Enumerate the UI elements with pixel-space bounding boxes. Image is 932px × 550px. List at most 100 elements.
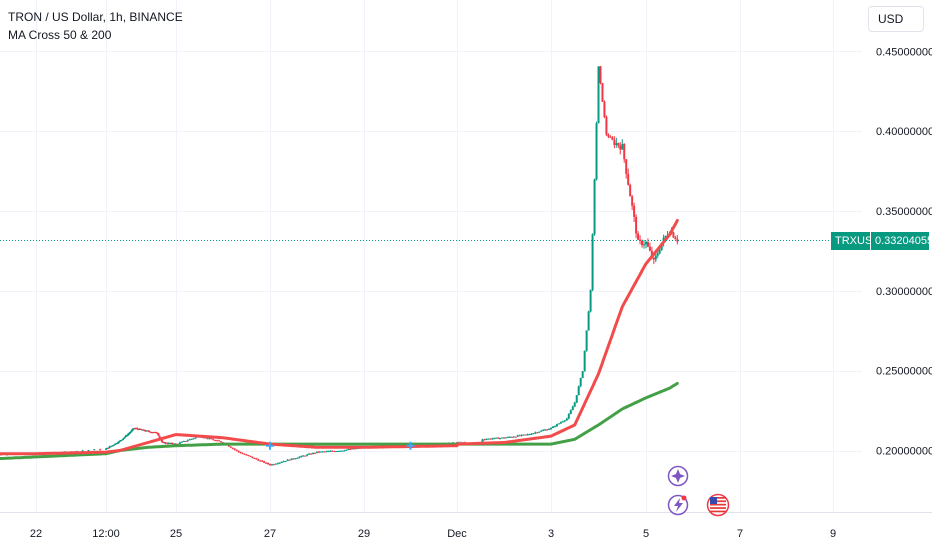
candle-body — [611, 137, 614, 140]
candle-body — [163, 442, 166, 444]
candle-body — [158, 435, 161, 438]
candle-body — [343, 450, 346, 452]
candle-body — [347, 449, 350, 451]
candle-body — [204, 437, 207, 439]
candle-body — [165, 442, 168, 444]
candle-body — [190, 438, 193, 440]
candle-body — [553, 426, 556, 428]
candle-body — [241, 453, 244, 455]
candle-body — [621, 144, 624, 150]
candle-body — [676, 239, 679, 242]
candle-body — [214, 440, 217, 442]
candle-body — [298, 456, 301, 458]
candle-body — [542, 430, 545, 432]
candle-body — [87, 450, 90, 452]
candle-body — [522, 434, 525, 436]
currency-button[interactable]: USD — [868, 6, 924, 32]
candle-body — [116, 442, 119, 444]
candle-body — [272, 464, 275, 466]
candle-body — [589, 289, 592, 312]
candle-body — [631, 196, 634, 206]
candle-body — [540, 430, 543, 432]
candle-body — [123, 436, 126, 439]
candle-body — [229, 446, 232, 448]
candle-body — [131, 428, 134, 431]
candle-body — [314, 452, 317, 454]
candle-body — [304, 455, 307, 457]
candle-body — [487, 438, 490, 440]
candle-body — [577, 386, 580, 396]
candle-body — [648, 246, 651, 251]
candle-body — [128, 432, 131, 434]
candle-body — [312, 452, 315, 455]
candle-body — [150, 432, 153, 434]
candle-body — [583, 350, 586, 372]
price-axis[interactable]: 0.20000000 0.25000000 0.30000000 0.35000000… — [876, 46, 932, 457]
candle-body — [233, 448, 236, 450]
x-tick-label: 22 — [30, 528, 42, 540]
candle-body — [296, 457, 299, 459]
candle-body — [182, 441, 185, 443]
candle-body — [294, 458, 297, 460]
candle-body — [122, 438, 125, 440]
symbol-legend-title[interactable]: TRON / US Dollar, 1h, BINANCE — [8, 10, 183, 24]
x-tick-label: 12:00 — [92, 528, 120, 540]
candle-body — [672, 232, 675, 238]
candle-body — [607, 134, 610, 137]
candle-body — [110, 445, 113, 447]
candle-body — [528, 434, 531, 436]
candle-body — [536, 432, 539, 434]
candle-body — [625, 159, 628, 174]
candle-body — [524, 434, 527, 436]
candle-body — [115, 443, 118, 445]
candle-body — [227, 445, 230, 447]
candle-body — [627, 173, 630, 185]
candle-body — [109, 446, 112, 448]
ma-cross-marker — [266, 441, 274, 450]
candle-body — [532, 433, 535, 435]
candle-body — [635, 216, 638, 234]
candle-body — [567, 414, 570, 419]
time-axis[interactable]: 22 12:00 25 27 29 Dec 3 5 7 9 — [0, 512, 932, 541]
candle-body — [168, 442, 170, 444]
candle-body — [265, 462, 268, 464]
indicator-legend[interactable]: MA Cross 50 & 200 — [8, 28, 112, 42]
candle-body — [220, 441, 223, 443]
candle-body — [339, 450, 342, 452]
candle-body — [178, 442, 181, 444]
candle-body — [538, 431, 541, 433]
candle-body — [107, 447, 110, 449]
ma-50-line — [0, 219, 679, 456]
candle-body — [512, 436, 515, 438]
candle-body — [639, 239, 642, 241]
candle-body — [192, 438, 195, 440]
candle-body — [656, 253, 659, 256]
y-tick-label: 0.30000000 — [876, 286, 932, 298]
candle-body — [565, 418, 568, 421]
candle-body — [493, 437, 496, 439]
candle-body — [530, 433, 533, 435]
candle-body — [184, 441, 187, 443]
candle-body — [559, 422, 562, 424]
candle-body — [300, 455, 303, 457]
candle-body — [261, 460, 264, 462]
candle-body — [243, 453, 246, 455]
candle-body — [674, 237, 677, 240]
candle-body — [619, 145, 622, 150]
candle-body — [171, 443, 174, 445]
sparkle-icon — [667, 465, 689, 487]
candle-body — [161, 440, 163, 443]
candle-body — [157, 433, 160, 436]
candle-body — [270, 464, 273, 466]
flag-stripe — [710, 507, 726, 509]
candle-body — [501, 437, 504, 439]
candle-body — [186, 440, 189, 442]
lightning-icon-dot — [681, 495, 687, 501]
candle-body — [495, 437, 498, 439]
candle-body — [216, 440, 219, 442]
candle-body — [599, 66, 602, 83]
candle-body — [210, 438, 213, 440]
candle-body — [561, 421, 564, 423]
candle-body — [235, 449, 238, 451]
